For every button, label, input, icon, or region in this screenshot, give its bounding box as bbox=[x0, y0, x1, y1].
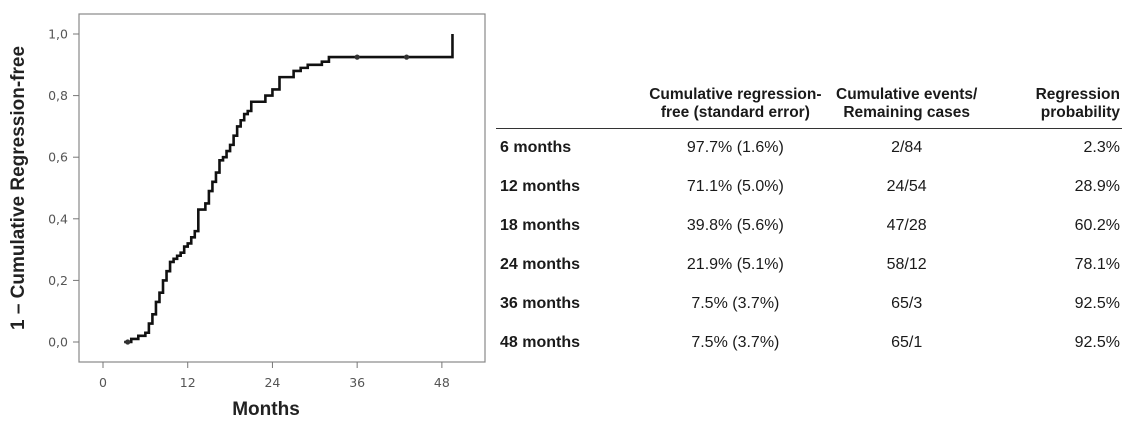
probability-cell: 92.5% bbox=[1074, 295, 1120, 312]
row-label: 18 months bbox=[500, 217, 581, 234]
censor-mark bbox=[125, 339, 131, 345]
header-regression-free: Cumulative regression-free (standard err… bbox=[648, 12, 823, 129]
summary-table-container: Cumulative regression-free (standard err… bbox=[496, 12, 1122, 363]
y-tick-label: 0,2 bbox=[48, 273, 68, 288]
x-tick-label: 12 bbox=[180, 375, 196, 390]
header-events: Cumulative events/ Remaining cases bbox=[822, 12, 991, 129]
curve-group bbox=[124, 34, 454, 345]
probability-cell: 2.3% bbox=[1083, 139, 1120, 156]
row-label: 48 months bbox=[500, 334, 581, 351]
regression-free-cell: 21.9% (5.1%) bbox=[686, 256, 784, 273]
x-axis-title: Months bbox=[232, 399, 300, 420]
regression-free-cell: 39.8% (5.6%) bbox=[686, 217, 784, 234]
events-cell: 47/28 bbox=[886, 217, 927, 234]
y-tick-label: 1,0 bbox=[48, 27, 68, 42]
plot-frame bbox=[78, 13, 486, 363]
row-label: 12 months bbox=[500, 178, 581, 195]
row-label: 6 months bbox=[500, 139, 572, 156]
regression-free-cell: 71.1% (5.0%) bbox=[686, 178, 784, 195]
x-axis: 0 12 24 36 48 bbox=[99, 362, 450, 390]
x-tick-label: 36 bbox=[349, 375, 365, 390]
x-tick-label: 0 bbox=[99, 375, 107, 390]
row-label: 24 months bbox=[500, 256, 581, 273]
x-tick-label: 24 bbox=[264, 375, 280, 390]
probability-cell: 28.9% bbox=[1074, 178, 1120, 195]
probability-cell: 60.2% bbox=[1074, 217, 1120, 234]
regression-free-cell: 97.7% (1.6%) bbox=[686, 139, 784, 156]
summary-table: Cumulative regression-free (standard err… bbox=[496, 12, 1122, 363]
table-row: 12 months 71.1% (5.0%) 24/54 28.9% bbox=[496, 168, 1122, 207]
cumulative-regression-line bbox=[124, 34, 454, 344]
events-cell: 24/54 bbox=[886, 178, 927, 195]
table-row: 24 months 21.9% (5.1%) 58/12 78.1% bbox=[496, 246, 1122, 285]
regression-free-cell: 7.5% (3.7%) bbox=[691, 334, 780, 351]
header-period bbox=[496, 12, 649, 129]
y-tick-label: 0,0 bbox=[48, 335, 68, 350]
table-row: 36 months 7.5% (3.7%) 65/3 92.5% bbox=[496, 285, 1122, 324]
regression-free-cell: 7.5% (3.7%) bbox=[691, 295, 780, 312]
events-cell: 58/12 bbox=[886, 256, 927, 273]
km-chart-svg: 0,0 0,2 0,4 0,6 0,8 1,0 0 12 24 36 48 1 – Cumulat… bbox=[8, 13, 486, 420]
table-header-row: Cumulative regression-free (standard err… bbox=[496, 12, 1122, 129]
x-tick-label: 48 bbox=[434, 375, 450, 390]
y-tick-label: 0,8 bbox=[48, 88, 68, 103]
events-cell: 2/84 bbox=[891, 139, 923, 156]
table-row: 48 months 7.5% (3.7%) 65/1 92.5% bbox=[496, 324, 1122, 363]
events-cell: 65/3 bbox=[891, 295, 923, 312]
y-tick-label: 0,6 bbox=[48, 150, 68, 165]
y-axis-title: 1 – Cumulative Regression-free bbox=[8, 46, 29, 330]
censor-mark bbox=[403, 54, 410, 60]
table-row: 18 months 39.8% (5.6%) 47/28 60.2% bbox=[496, 207, 1122, 246]
header-probability: Regression probability bbox=[990, 12, 1122, 129]
row-label: 36 months bbox=[500, 295, 581, 312]
y-axis: 0,0 0,2 0,4 0,6 0,8 1,0 bbox=[48, 27, 79, 350]
table-body: 6 months 97.7% (1.6%) 2/84 2.3% 12 month… bbox=[496, 128, 1122, 363]
table-row: 6 months 97.7% (1.6%) 2/84 2.3% bbox=[496, 128, 1122, 168]
km-chart: 0,0 0,2 0,4 0,6 0,8 1,0 0 12 24 36 48 1 – Cumulat… bbox=[0, 0, 495, 421]
y-tick-label: 0,4 bbox=[48, 211, 68, 226]
events-cell: 65/1 bbox=[891, 334, 923, 351]
probability-cell: 78.1% bbox=[1074, 256, 1120, 273]
censor-mark bbox=[354, 54, 360, 60]
probability-cell: 92.5% bbox=[1074, 334, 1120, 351]
